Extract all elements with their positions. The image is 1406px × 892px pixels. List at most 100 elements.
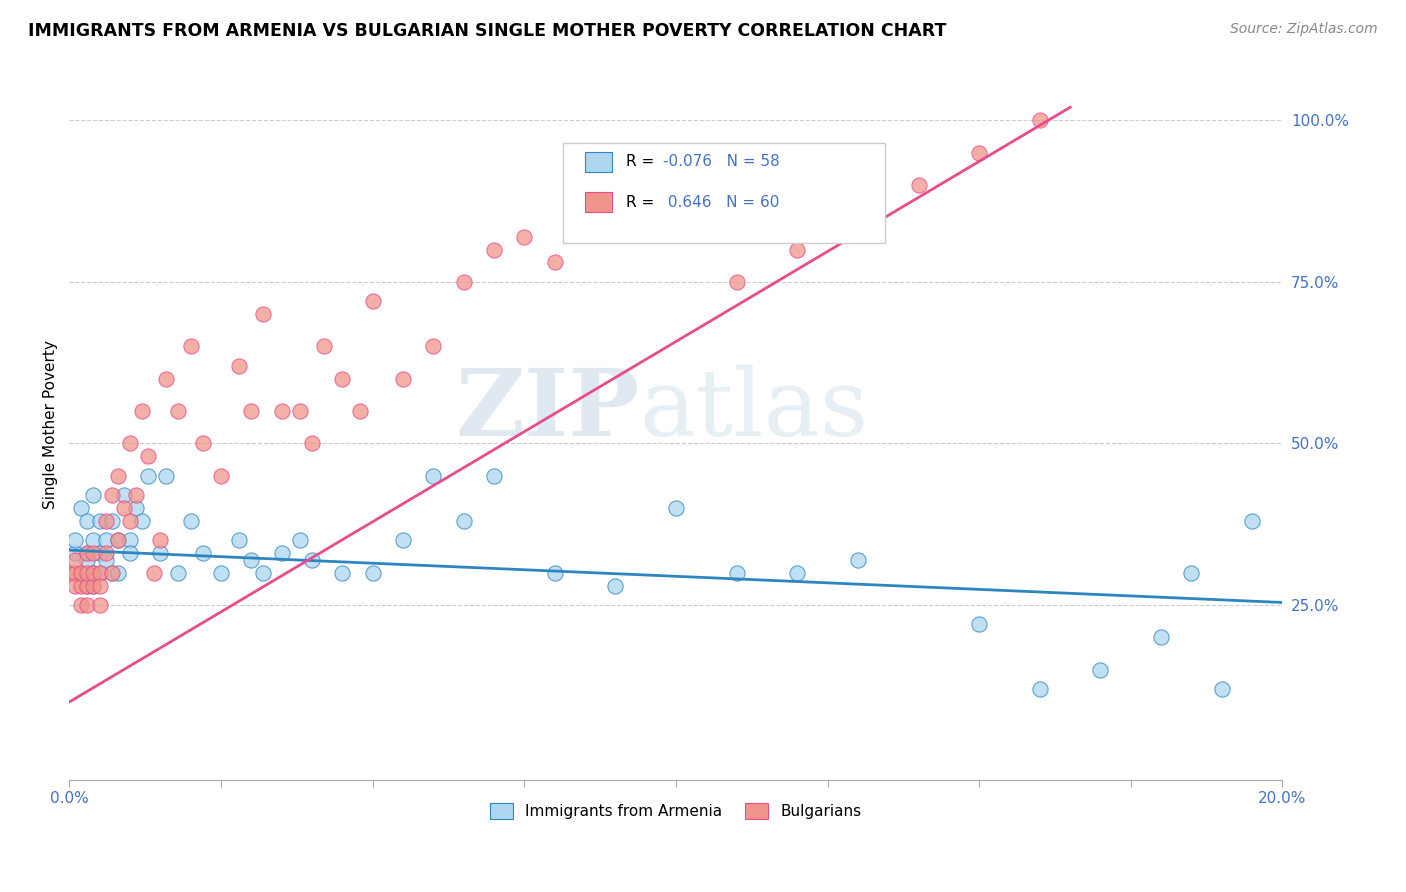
Point — [76, 566, 98, 580]
Point — [82, 579, 104, 593]
Point — [65, 546, 87, 560]
Point — [392, 372, 415, 386]
Point — [118, 436, 141, 450]
Point — [209, 566, 232, 580]
Point — [89, 546, 111, 560]
Point — [155, 468, 177, 483]
Text: 0.646   N = 60: 0.646 N = 60 — [662, 194, 779, 210]
Point — [228, 533, 250, 548]
Point — [89, 598, 111, 612]
Point — [82, 566, 104, 580]
Point — [270, 404, 292, 418]
Point — [112, 488, 135, 502]
Point — [70, 566, 93, 580]
Point — [60, 566, 83, 580]
Text: -0.076   N = 58: -0.076 N = 58 — [662, 154, 779, 169]
Point — [665, 178, 688, 192]
Point — [453, 514, 475, 528]
Point — [82, 566, 104, 580]
Point — [180, 514, 202, 528]
Point — [1029, 113, 1052, 128]
Text: Source: ZipAtlas.com: Source: ZipAtlas.com — [1230, 22, 1378, 37]
Point — [70, 579, 93, 593]
Point — [94, 553, 117, 567]
Point — [725, 566, 748, 580]
Point — [725, 275, 748, 289]
Point — [330, 566, 353, 580]
Point — [118, 546, 141, 560]
Point — [100, 488, 122, 502]
Point — [846, 553, 869, 567]
Point — [422, 468, 444, 483]
Point — [149, 533, 172, 548]
Point — [1211, 682, 1233, 697]
Point — [76, 579, 98, 593]
FancyBboxPatch shape — [562, 144, 884, 243]
Bar — [585, 152, 612, 171]
Legend: Immigrants from Armenia, Bulgarians: Immigrants from Armenia, Bulgarians — [484, 797, 868, 825]
Point — [118, 514, 141, 528]
Point — [76, 553, 98, 567]
Point — [1029, 682, 1052, 697]
Point — [76, 514, 98, 528]
Point — [543, 566, 565, 580]
Text: ZIP: ZIP — [456, 365, 640, 455]
Point — [89, 514, 111, 528]
Point — [422, 339, 444, 353]
Point — [76, 546, 98, 560]
Point — [786, 566, 808, 580]
Point — [131, 404, 153, 418]
Point — [513, 229, 536, 244]
Point — [82, 533, 104, 548]
Y-axis label: Single Mother Poverty: Single Mother Poverty — [44, 340, 58, 508]
Point — [1090, 663, 1112, 677]
Point — [70, 598, 93, 612]
Point — [82, 579, 104, 593]
Point — [65, 579, 87, 593]
Point — [967, 617, 990, 632]
Point — [180, 339, 202, 353]
Point — [665, 501, 688, 516]
Point — [252, 566, 274, 580]
Point — [94, 546, 117, 560]
Point — [252, 307, 274, 321]
Point — [482, 243, 505, 257]
Point — [191, 436, 214, 450]
Point — [1150, 631, 1173, 645]
Point — [89, 566, 111, 580]
Point — [330, 372, 353, 386]
Point — [94, 514, 117, 528]
Point — [1241, 514, 1264, 528]
Point — [100, 566, 122, 580]
Point — [967, 145, 990, 160]
Point — [155, 372, 177, 386]
Point — [100, 566, 122, 580]
Point — [82, 546, 104, 560]
Point — [149, 546, 172, 560]
Point — [143, 566, 166, 580]
Point — [70, 501, 93, 516]
Point — [65, 553, 87, 567]
Point — [1180, 566, 1202, 580]
Point — [392, 533, 415, 548]
Point — [240, 553, 263, 567]
Point — [89, 579, 111, 593]
Point — [907, 178, 929, 192]
Point — [846, 210, 869, 224]
Point — [312, 339, 335, 353]
Point — [167, 566, 190, 580]
Point — [301, 553, 323, 567]
Point — [112, 501, 135, 516]
Point — [100, 514, 122, 528]
Point — [605, 210, 627, 224]
Point — [70, 566, 93, 580]
Point — [131, 514, 153, 528]
Point — [65, 566, 87, 580]
Point — [482, 468, 505, 483]
Point — [349, 404, 371, 418]
Point — [228, 359, 250, 373]
Point — [82, 488, 104, 502]
Text: R =: R = — [626, 154, 659, 169]
Point — [453, 275, 475, 289]
Point — [76, 598, 98, 612]
